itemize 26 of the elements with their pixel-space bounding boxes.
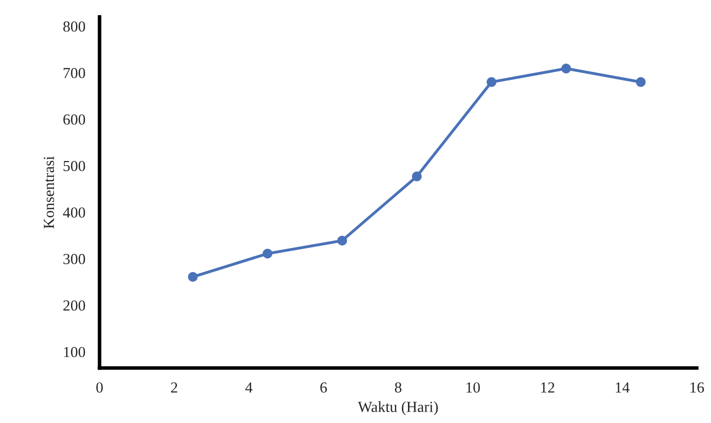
point: [188, 272, 198, 282]
x-tick-label: 12: [541, 382, 554, 392]
y-tick-label: 500: [64, 160, 86, 172]
point: [412, 172, 422, 182]
x-tick-label: 16: [690, 382, 704, 393]
x-tick-label: 10: [466, 382, 480, 393]
y-axis-title: Konsentrasi: [44, 156, 54, 229]
point: [561, 64, 571, 74]
x-tick-label: 2: [171, 382, 178, 392]
y-tick-label: 700: [64, 68, 86, 78]
y-tick-label: 800: [63, 21, 86, 32]
x-tick-label: 0: [96, 382, 103, 393]
point: [636, 77, 646, 87]
y-tick-label: 200: [63, 300, 86, 311]
point: [262, 248, 272, 258]
y-tick-label: 300: [63, 254, 86, 264]
y-tick-label: 600: [63, 114, 86, 125]
x-tick-label: 4: [245, 382, 252, 392]
point: [486, 77, 496, 87]
x-tick-label: 14: [616, 382, 630, 392]
point: [337, 236, 348, 246]
x-tick-label: 6: [320, 382, 327, 393]
y-tick-label: 400: [63, 207, 86, 218]
x-axis-title: Waktu (Hari): [358, 401, 438, 416]
y-tick-label: 100: [64, 346, 86, 358]
x-tick-label: 8: [394, 382, 402, 393]
